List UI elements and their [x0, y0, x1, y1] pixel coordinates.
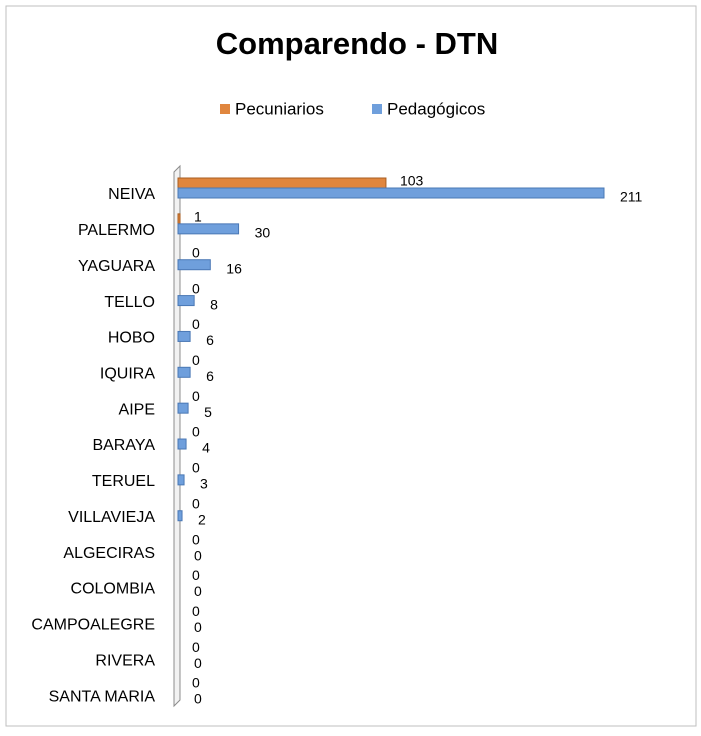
- bar: [177, 295, 195, 307]
- data-label: 0: [194, 547, 202, 563]
- data-label: 0: [192, 352, 200, 368]
- data-label: 103: [400, 173, 424, 189]
- data-label: 5: [204, 404, 212, 420]
- y-tick-label: TELLO: [104, 294, 155, 311]
- data-label: 0: [192, 639, 200, 655]
- y-tick-label: ALGECIRAS: [63, 545, 155, 562]
- y-tick-label: NEIVA: [108, 186, 155, 203]
- y-tick-label: IQUIRA: [100, 366, 155, 383]
- bar: [177, 474, 185, 486]
- bar: [177, 438, 187, 450]
- data-label: 16: [226, 260, 242, 276]
- data-label: 211: [620, 189, 643, 205]
- y-tick-label: CAMPOALEGRE: [31, 617, 155, 634]
- data-label: 0: [192, 460, 200, 476]
- data-label: 0: [192, 675, 200, 691]
- y-tick-label: RIVERA: [95, 652, 155, 669]
- axis-wall: [173, 164, 181, 708]
- data-label: 0: [192, 280, 200, 296]
- legend-label: Pecuniarios: [235, 99, 324, 118]
- bar: [177, 510, 183, 522]
- data-label: 0: [194, 655, 202, 671]
- y-tick-label: VILLAVIEJA: [68, 509, 155, 526]
- data-label: 0: [194, 583, 202, 599]
- data-label: 0: [192, 388, 200, 404]
- data-label: 2: [198, 511, 206, 527]
- data-label: 0: [192, 531, 200, 547]
- bar: [177, 402, 189, 414]
- bar: [177, 187, 605, 199]
- bar: [177, 177, 387, 190]
- data-label: 0: [194, 691, 202, 707]
- bar: [177, 259, 211, 271]
- y-tick-label: BARAYA: [92, 437, 155, 454]
- data-label: 0: [192, 244, 200, 260]
- y-tick-label: AIPE: [119, 401, 155, 418]
- bar: [177, 366, 191, 378]
- bar: [177, 213, 181, 226]
- data-label: 8: [210, 296, 218, 312]
- y-tick-label: PALERMO: [78, 222, 155, 239]
- y-tick-label: SANTA MARIA: [49, 688, 156, 705]
- data-label: 1: [194, 209, 202, 225]
- data-label: 6: [206, 332, 214, 348]
- legend-label: Pedagógicos: [387, 99, 485, 118]
- data-label: 30: [255, 225, 271, 241]
- bar: [177, 330, 191, 342]
- y-tick-label: TERUEL: [92, 473, 155, 490]
- data-label: 0: [192, 424, 200, 440]
- legend-swatch: [220, 104, 230, 114]
- data-label: 0: [192, 567, 200, 583]
- data-label: 0: [192, 316, 200, 332]
- chart-frame: [5, 5, 697, 727]
- chart-title: Comparendo - DTN: [216, 26, 498, 61]
- data-label: 6: [206, 368, 214, 384]
- bar: [177, 223, 240, 235]
- legend-swatch: [372, 104, 382, 114]
- data-label: 0: [192, 603, 200, 619]
- data-label: 0: [194, 619, 202, 635]
- y-tick-label: COLOMBIA: [71, 581, 156, 598]
- y-tick-label: YAGUARA: [78, 258, 155, 275]
- y-tick-label: HOBO: [108, 330, 155, 347]
- data-label: 4: [202, 440, 210, 456]
- data-label: 3: [200, 476, 208, 492]
- data-label: 0: [192, 495, 200, 511]
